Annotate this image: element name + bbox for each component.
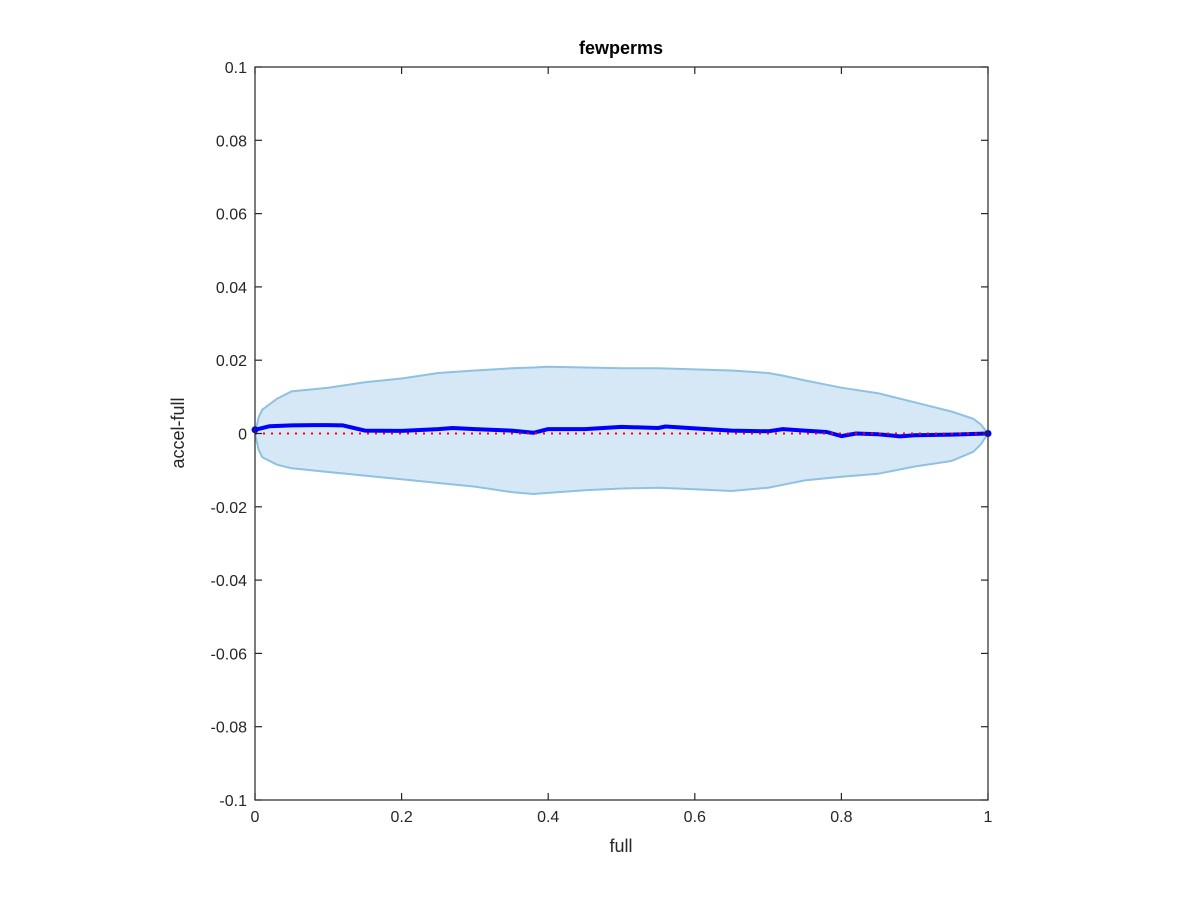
- confidence-band-layer: [254, 365, 989, 496]
- tick-layer: 0 0.2 0.4 0.6 0.8 1 0.1 0.08 0.06 0.04 0.02 0 -0.02 -…: [211, 60, 993, 826]
- y-tick-label: 0.02: [216, 353, 247, 370]
- y-tick-label: -0.1: [219, 793, 247, 810]
- confidence-band-fill: [255, 366, 988, 494]
- x-axis-label: full: [609, 836, 632, 856]
- y-tick-label: 0.06: [216, 207, 247, 224]
- chart-title: fewperms: [579, 38, 663, 58]
- x-tick-label: 0.8: [830, 809, 852, 826]
- x-tick-label: 0.6: [684, 809, 706, 826]
- x-tick-label: 0.2: [390, 809, 412, 826]
- y-tick-label: -0.04: [211, 573, 248, 590]
- band-upper-edge: [254, 365, 989, 435]
- y-tick-label: 0.1: [225, 60, 247, 77]
- y-tick-label: 0.08: [216, 133, 247, 150]
- x-tick-label: 1: [984, 809, 993, 826]
- x-tick-label: 0.4: [537, 809, 559, 826]
- y-tick-label: -0.06: [211, 646, 248, 663]
- y-tick-label: 0: [238, 427, 247, 444]
- band-lower-edge: [254, 432, 989, 496]
- y-tick-label: -0.02: [211, 500, 248, 517]
- y-axis-label: accel-full: [168, 397, 188, 468]
- y-tick-label: -0.08: [211, 720, 248, 737]
- y-tick-label: 0.04: [216, 280, 247, 297]
- x-tick-label: 0: [251, 809, 260, 826]
